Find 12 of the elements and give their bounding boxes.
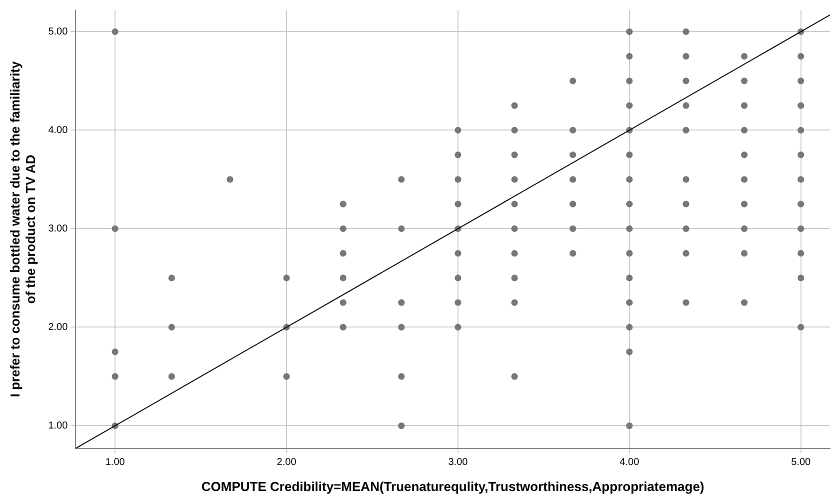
y-tick-label: 3.00: [48, 223, 68, 234]
y-tick-label: 2.00: [48, 322, 68, 333]
x-tick-label: 2.00: [276, 457, 297, 468]
y-tick-label: 4.00: [48, 124, 68, 136]
x-axis-title: COMPUTE Credibility=MEAN(Truenaturequlity,Trustworthiness,Appropriatemage): [201, 478, 704, 494]
x-tick-label: 1.00: [105, 457, 126, 468]
x-tick-label: 3.00: [448, 457, 468, 468]
x-tick-label: 5.00: [791, 457, 812, 468]
x-tick-label: 4.00: [620, 457, 640, 468]
y-tick-label: 5.00: [48, 26, 68, 38]
y-axis-title: I prefer to consume bottled water due to the familiarity of the product on TV AD: [7, 60, 38, 398]
y-tick-label: 1.00: [48, 420, 68, 432]
